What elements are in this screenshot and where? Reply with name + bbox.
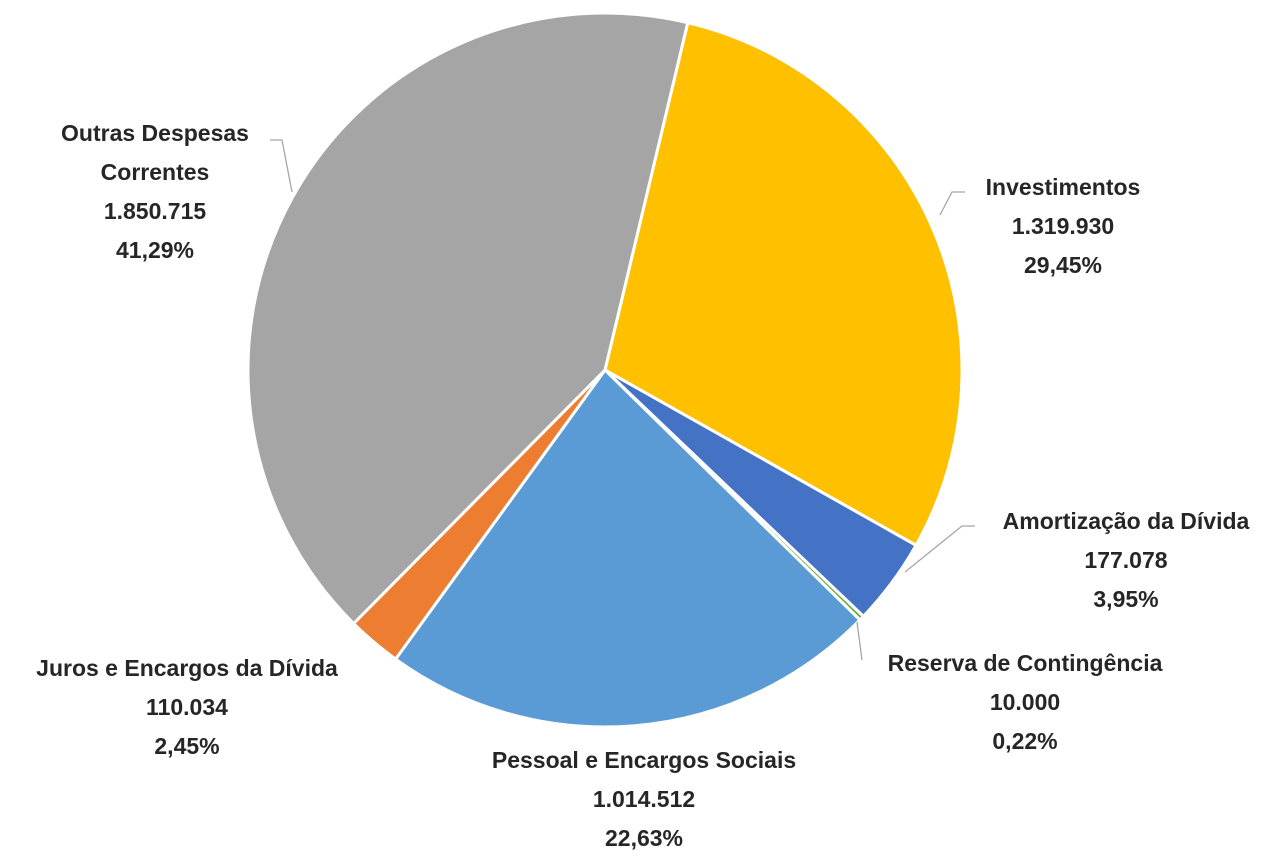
leader-line xyxy=(856,621,863,661)
label-name: Reserva de Contingência xyxy=(887,650,1163,676)
leader-line xyxy=(904,525,975,573)
label-percent: 0,22% xyxy=(992,728,1058,754)
data-label: Pessoal e Encargos Sociais 1.014.512 22,63… xyxy=(492,741,796,858)
label-name: Investimentos xyxy=(985,174,1141,200)
pie-slice xyxy=(603,20,964,548)
data-label: Juros e Encargos da Dívida 110.034 2,45% xyxy=(36,649,338,766)
label-name: Outras Despesas Correntes xyxy=(61,120,249,185)
leader-line xyxy=(939,191,965,216)
pie-slice xyxy=(246,11,690,626)
label-value: 1.014.512 xyxy=(592,786,696,812)
label-value: 177.078 xyxy=(1084,547,1168,573)
label-percent: 41,29% xyxy=(115,237,194,263)
pie xyxy=(246,11,964,729)
data-label: Amortização da Dívida 177.078 3,95% xyxy=(1003,502,1250,619)
pie-slice xyxy=(393,367,863,729)
data-label: Reserva de Contingência 10.000 0,22% xyxy=(888,644,1163,761)
label-value: 110.034 xyxy=(146,694,228,720)
label-value: 10.000 xyxy=(989,689,1061,715)
label-percent: 22,63% xyxy=(604,825,683,851)
label-name: Pessoal e Encargos Sociais xyxy=(491,747,797,773)
label-percent: 3,95% xyxy=(1093,586,1159,612)
label-name: Juros e Encargos da Dívida xyxy=(36,655,338,681)
leader-line xyxy=(270,139,293,193)
label-name: Amortização da Dívida xyxy=(1002,508,1250,534)
data-label: Outras Despesas Correntes 1.850.715 41,29% xyxy=(35,114,275,270)
label-percent: 29,45% xyxy=(1023,252,1102,278)
label-percent: 2,45% xyxy=(154,733,220,759)
label-value: 1.850.715 xyxy=(103,198,207,224)
label-value: 1.319.930 xyxy=(1011,213,1115,239)
data-label: Investimentos 1.319.930 29,45% xyxy=(986,168,1141,285)
leader-lines xyxy=(270,139,975,661)
